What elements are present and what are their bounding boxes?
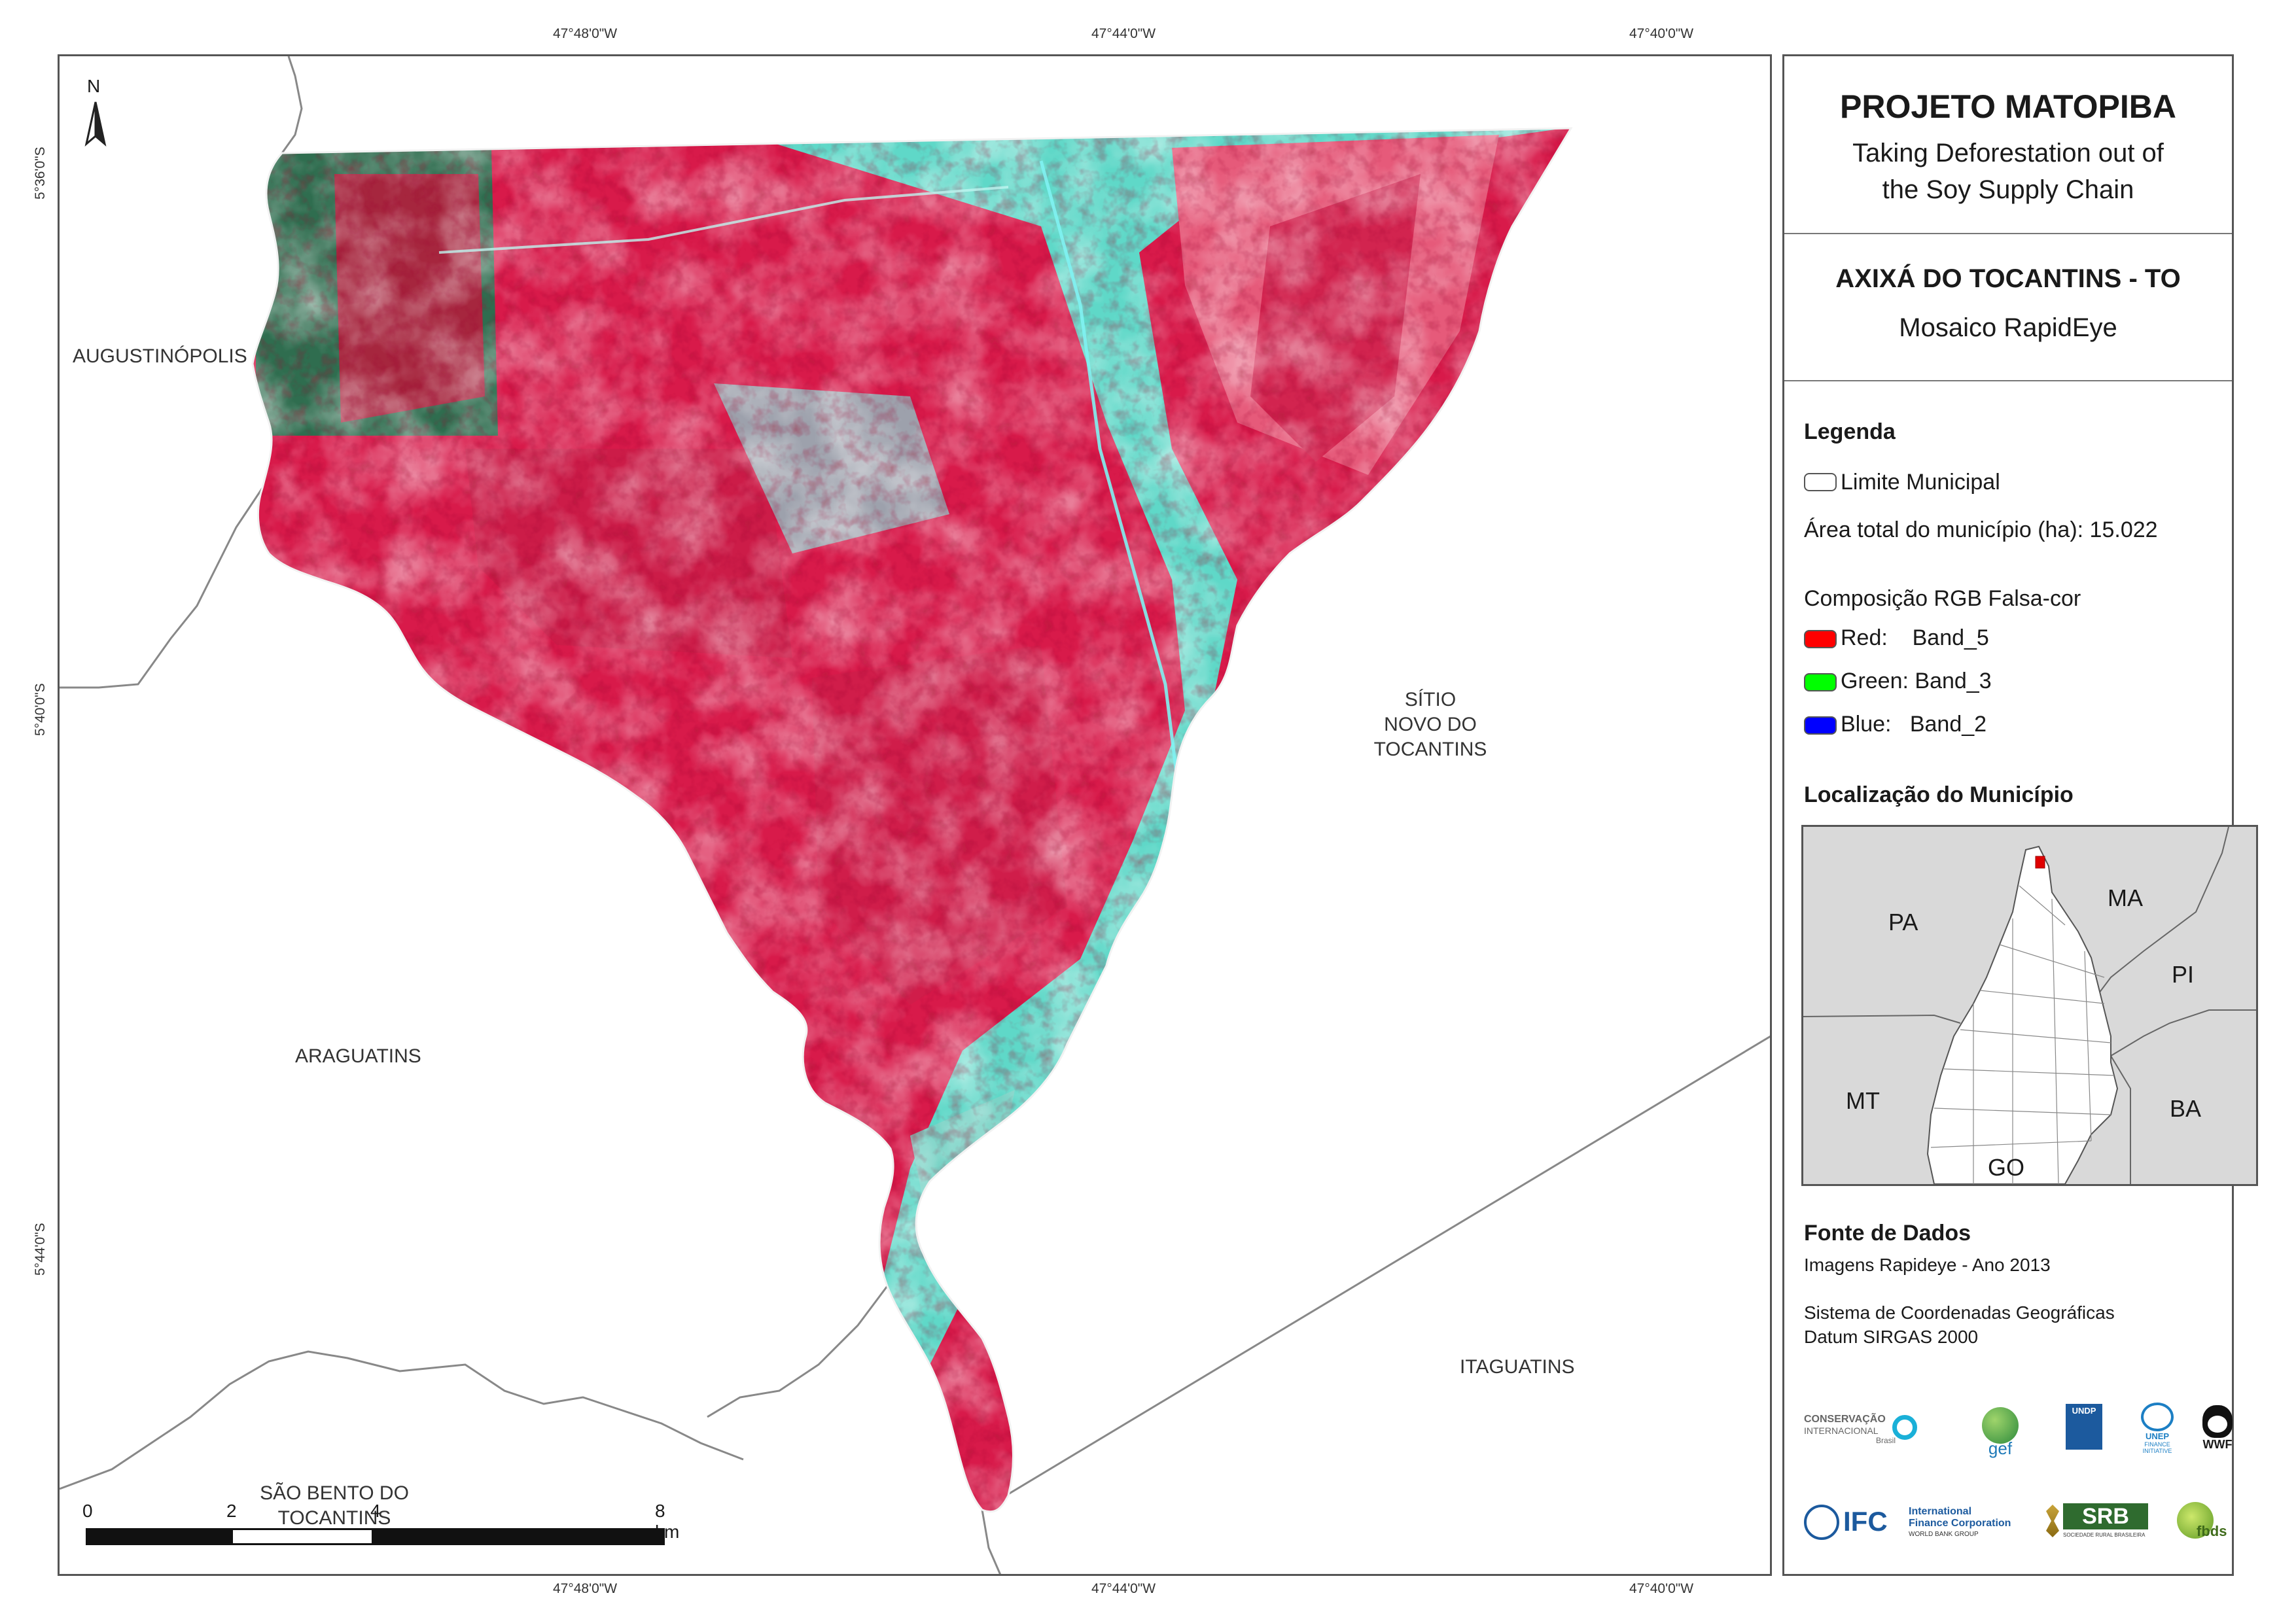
location-inset[interactable]: PA MA PI MT BA GO: [1801, 825, 2258, 1186]
inset-label-ba: BA: [2170, 1095, 2202, 1122]
inset-map: [1803, 827, 2256, 1184]
map-frame[interactable]: N AUGUSTINÓPOLIS SÍTIO NOVO DO TOCANTINS…: [58, 54, 1772, 1576]
fbds-circle-icon: [2177, 1502, 2214, 1539]
municipio-title: AXIXÁ DO TOCANTINS - TO: [1835, 264, 2181, 293]
unep-globe-icon: [2141, 1403, 2174, 1431]
scale-label: 0: [82, 1501, 93, 1521]
scale-segment: [374, 1528, 665, 1545]
project-title: PROJETO MATOPIBA: [1840, 88, 2176, 125]
ci-circle-icon: [1892, 1415, 1917, 1440]
limite-label: Limite Municipal: [1841, 470, 2000, 495]
datum-text: Datum SIRGAS 2000: [1804, 1327, 1979, 1347]
band-swatch: [1804, 630, 1837, 648]
inset-label-pi: PI: [2172, 961, 2195, 988]
ifc-subtext: Finance Corporation: [1909, 1518, 2011, 1529]
scale-segment: [231, 1528, 374, 1545]
panda-icon: [2202, 1405, 2233, 1438]
wheat-icon: [2046, 1505, 2059, 1537]
srb-logo: SRB SOCIEDADE RURAL BRASILEIRA: [2046, 1502, 2151, 1548]
top-lon-label: 47°40'0"W: [1629, 26, 1694, 41]
left-lat-label: 5°44'0"S: [33, 1223, 48, 1276]
ifc-logo: IFC International Finance Corporation WO…: [1804, 1502, 2033, 1548]
bottom-lon-label: 47°40'0"W: [1629, 1581, 1694, 1596]
neighbor-boundaries: [60, 56, 1770, 1574]
srb-text: SRB: [2063, 1503, 2148, 1529]
unep-text: UNEP: [2145, 1431, 2170, 1441]
municipal-limit[interactable]: [251, 127, 1573, 1513]
ci-text: CONSERVAÇÃO: [1804, 1414, 1886, 1425]
inset-label-ma: MA: [2108, 884, 2143, 911]
ci-logo: CONSERVAÇÃO INTERNACIONAL Brasil: [1804, 1414, 1917, 1445]
inset-label-mt: MT: [1846, 1087, 1880, 1114]
band-label: Green: Band_3: [1841, 669, 1992, 693]
left-lat-label: 5°36'0"S: [33, 147, 48, 200]
ifc-globe-icon: [1804, 1505, 1839, 1540]
wwf-logo: WWF: [2198, 1405, 2237, 1452]
project-subtitle: the Soy Supply Chain: [1882, 175, 2134, 204]
limite-swatch: [1804, 473, 1837, 491]
fonte-heading: Fonte de Dados: [1804, 1221, 1971, 1246]
legend-panel: PROJETO MATOPIBA Taking Deforestation ou…: [1782, 54, 2258, 1576]
srb-subtext: SOCIEDADE RURAL BRASILEIRA: [2063, 1532, 2146, 1538]
composicao-label: Composição RGB Falsa-cor: [1804, 586, 2081, 611]
place-sao-bento-line: TOCANTINS: [277, 1507, 391, 1529]
top-lon-label: 47°48'0"W: [553, 26, 618, 41]
wwf-text: WWF: [2202, 1438, 2233, 1451]
place-sitio-line: NOVO DO: [1384, 714, 1477, 735]
scale-label: 4: [370, 1501, 381, 1521]
left-lat-label: 5°40'0"S: [33, 683, 48, 736]
inset-label-pa: PA: [1888, 909, 1918, 935]
ci-text: Brasil: [1875, 1436, 1896, 1445]
north-arrow-label: N: [87, 76, 101, 96]
map-canvas[interactable]: [60, 56, 1772, 1576]
undp-logo: UNDP: [2066, 1404, 2105, 1450]
sistema-text: Sistema de Coordenadas Geográficas: [1804, 1302, 2115, 1323]
gef-logo: gef: [1974, 1407, 2026, 1459]
project-subtitle: Taking Deforestation out of: [1852, 139, 2164, 167]
unep-text: FINANCE: [2144, 1441, 2170, 1448]
area-label: Área total do município (ha): 15.022: [1804, 517, 2158, 542]
legend-heading: Legenda: [1804, 419, 1896, 444]
band-label: Blue: Band_2: [1841, 712, 1987, 737]
gef-text: gef: [1988, 1439, 2013, 1458]
north-arrow: [84, 101, 107, 147]
band-swatch: [1804, 716, 1837, 735]
place-sitio-line: SÍTIO: [1404, 689, 1457, 710]
bottom-lon-label: 47°44'0"W: [1091, 1581, 1156, 1596]
undp-text: UNDP: [2066, 1404, 2102, 1450]
tocantins-state: [1926, 845, 2119, 1184]
gef-globe-icon: [1982, 1407, 2019, 1444]
scale-bar: 0 2 4 8 km: [82, 1501, 684, 1553]
place-sitio-line: TOCANTINS: [1373, 739, 1487, 760]
band-label: Red: Band_5: [1841, 625, 1989, 650]
ifc-subtext: WORLD BANK GROUP: [1909, 1531, 1979, 1538]
divider: [1784, 380, 2232, 381]
top-lon-label: 47°44'0"W: [1091, 26, 1156, 41]
divider: [1784, 233, 2232, 234]
place-araguatins: ARAGUATINS: [295, 1045, 421, 1067]
unep-text: INITIATIVE: [2142, 1448, 2172, 1454]
ci-text: INTERNACIONAL: [1804, 1425, 1879, 1436]
place-sao-bento-line: SÃO BENTO DO: [260, 1482, 409, 1504]
unep-logo: UNEP FINANCE INITIATIVE: [2131, 1403, 2183, 1454]
rapideye-mosaic[interactable]: [60, 56, 1772, 1576]
localizacao-heading: Localização do Município: [1804, 782, 2074, 807]
inset-label-go: GO: [1988, 1154, 2025, 1181]
mosaico-title: Mosaico RapidEye: [1899, 313, 2117, 342]
place-sao-bento: SÃO BENTO DO TOCANTINS: [223, 1481, 446, 1531]
ifc-text: IFC: [1843, 1506, 1888, 1537]
place-augustinopolis: AUGUSTINÓPOLIS: [73, 345, 247, 367]
place-sitio-novo: SÍTIO NOVO DO TOCANTINS: [1349, 688, 1512, 762]
scale-segment: [86, 1528, 231, 1545]
band-swatch: [1804, 673, 1837, 691]
scale-label: 2: [226, 1501, 237, 1521]
bottom-lon-label: 47°48'0"W: [553, 1581, 618, 1596]
ifc-subtext: International: [1909, 1506, 1972, 1517]
fbds-logo: fbds: [2174, 1495, 2233, 1548]
municipio-location-marker: [2035, 856, 2045, 869]
imagens-text: Imagens Rapideye - Ano 2013: [1804, 1255, 2051, 1275]
place-itaguatins: ITAGUATINS: [1460, 1356, 1575, 1378]
fbds-text: fbds: [2197, 1523, 2227, 1539]
